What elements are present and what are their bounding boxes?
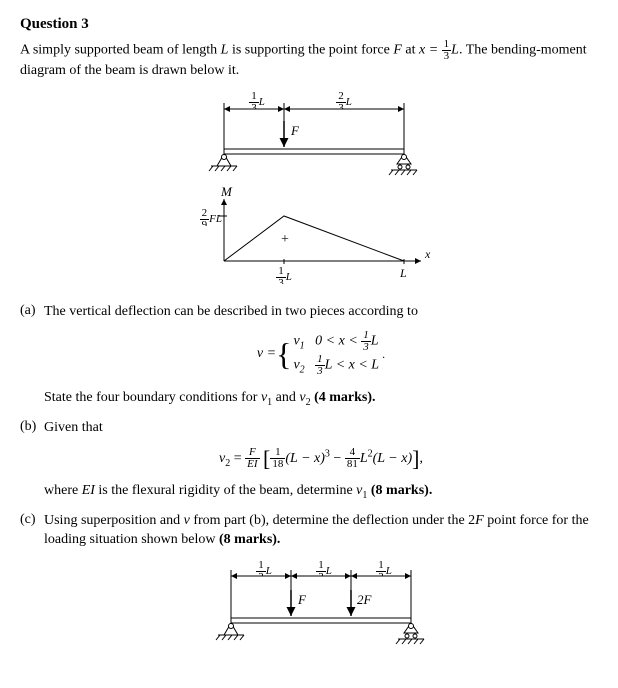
xeq: x =	[419, 43, 442, 58]
plus-sign: +	[281, 232, 289, 247]
part-a: The vertical deflection can be described…	[20, 303, 598, 409]
marks-a: (4 marks).	[311, 390, 376, 405]
frac-onethird: 13	[442, 39, 452, 62]
question-title: Question 3	[20, 16, 598, 33]
beam-2-svg: 13L 13L 13L F 2F	[191, 560, 451, 660]
svg-text:F: F	[297, 592, 307, 607]
marks-c: (8 marks).	[219, 532, 280, 547]
intro-c: at	[402, 43, 419, 58]
svg-text:2F: 2F	[357, 592, 373, 607]
intro-paragraph: A simply supported beam of length L is s…	[20, 39, 598, 81]
brace: {	[276, 338, 291, 370]
figure-2: 13L 13L 13L F 2F	[44, 560, 598, 660]
F-symbol: F	[393, 43, 402, 58]
part-b-given: Given that	[44, 419, 598, 438]
part-c: Using superposition and v from part (b),…	[20, 512, 598, 660]
piecewise-eq: v = { v1 0 < x < 13L v2 13L < x < L .	[44, 330, 598, 379]
den: 3	[442, 51, 452, 62]
L-after-frac: L	[451, 43, 459, 58]
intro-b: is supporting the point force	[228, 43, 393, 58]
marks-b: (8 marks).	[367, 483, 432, 498]
v-eq: v =	[257, 346, 276, 362]
figure-1: 13L 23L F M x 29FL + 13L L	[20, 91, 598, 291]
x-axis-label: x	[424, 247, 431, 261]
force-label: F	[290, 123, 300, 138]
beam-and-bmd-svg: 13L 23L F M x 29FL + 13L L	[169, 91, 449, 291]
part-a-state: State the four boundary conditions for v…	[44, 389, 598, 409]
v2-expression: v2 = FEI [118(L − x)3 − 481L2(L − x)],	[44, 446, 598, 472]
part-b: Given that v2 = FEI [118(L − x)3 − 481L2…	[20, 419, 598, 502]
M-label: M	[220, 184, 233, 199]
part-c-text: Using superposition and v from part (b),…	[44, 512, 598, 550]
L-tick-label: L	[399, 266, 407, 280]
intro-a: A simply supported beam of length	[20, 43, 221, 58]
part-a-text: The vertical deflection can be described…	[44, 303, 598, 322]
part-b-where: where EI is the flexural rigidity of the…	[44, 482, 598, 502]
